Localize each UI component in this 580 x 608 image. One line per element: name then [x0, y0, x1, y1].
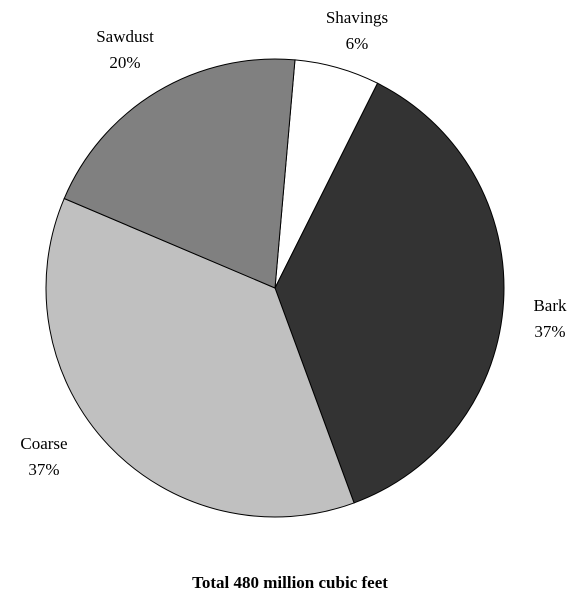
slice-label-shavings: Shavings	[326, 8, 388, 27]
slice-percent-sawdust: 20%	[109, 53, 140, 72]
slice-percent-bark: 37%	[534, 322, 565, 341]
pie-slice-coarse	[45, 197, 355, 518]
pie-slice-bark	[274, 82, 505, 504]
total-label: Total 480 million cubic feet	[192, 573, 388, 592]
pie-slice-sawdust	[63, 58, 296, 289]
pie-slices	[45, 58, 505, 518]
slice-label-bark: Bark	[533, 296, 567, 315]
slice-label-coarse: Coarse	[20, 434, 67, 453]
pie-labels: Shavings 6% Bark 37% Coarse 37% Sawdust 20%	[20, 8, 567, 479]
slice-percent-shavings: 6%	[346, 34, 369, 53]
slice-percent-coarse: 37%	[28, 460, 59, 479]
slice-label-sawdust: Sawdust	[96, 27, 154, 46]
